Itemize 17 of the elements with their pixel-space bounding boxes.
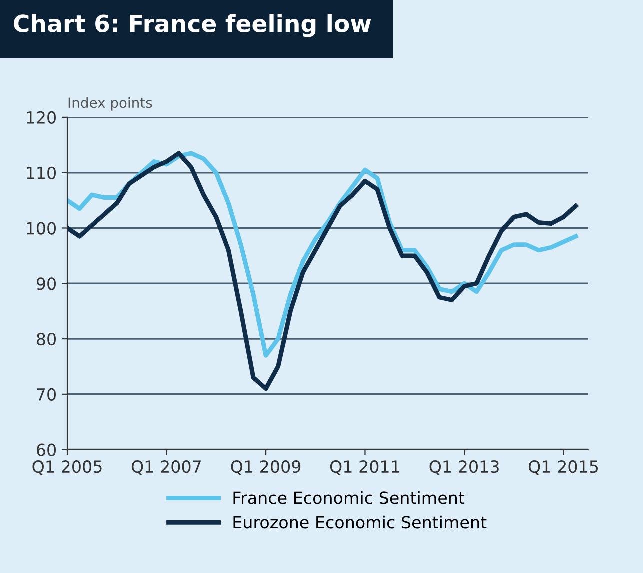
x-tick-label: Q1 2013 (430, 460, 499, 476)
x-tick-label: Q1 2005 (32, 460, 102, 476)
legend-label: France Economic Sentiment (234, 491, 465, 504)
y-tick-label: 100 (27, 222, 56, 235)
chart-title: Chart 6: France feeling low (14, 14, 372, 38)
y-tick-label: 60 (37, 444, 56, 456)
x-tick-label: Q1 2015 (528, 460, 598, 476)
y-tick-label: 80 (37, 332, 56, 346)
y-axis-title: Index points (68, 97, 152, 111)
y-tick-label: 110 (27, 166, 56, 180)
y-tick-label: 90 (36, 278, 56, 290)
y-tick-label: 120 (27, 111, 56, 124)
x-tick-label: Q1 2011 (330, 460, 400, 476)
y-tick-label: 70 (37, 388, 56, 401)
x-tick-label: Q1 2007 (132, 460, 201, 476)
x-tick-label: Q1 2009 (231, 460, 301, 476)
legend-label: Eurozone Economic Sentiment (234, 516, 487, 529)
